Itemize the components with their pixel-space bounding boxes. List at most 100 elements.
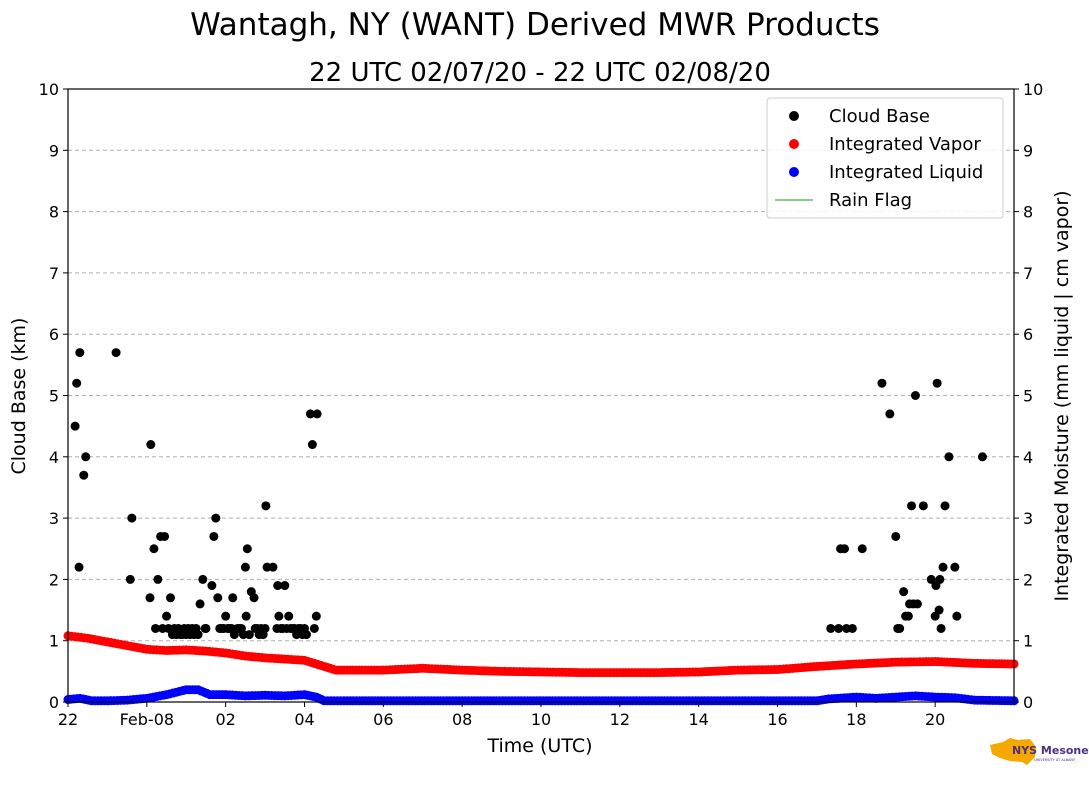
cloud-base-point xyxy=(847,623,857,633)
cloud-base-point xyxy=(936,623,946,633)
cloud-base-point xyxy=(70,421,80,431)
y2-tick-label: 2 xyxy=(1023,570,1033,589)
legend-label-integrated-liquid: Integrated Liquid xyxy=(829,162,983,183)
cloud-base-point xyxy=(926,574,936,584)
cloud-base-point xyxy=(79,470,89,480)
cloud-base-point xyxy=(307,440,317,450)
cloud-base-point xyxy=(162,611,172,621)
legend-label-rain-flag: Rain Flag xyxy=(829,190,912,211)
logo-subtext: UNIVERSITY AT ALBANY xyxy=(1034,758,1076,762)
cloud-base-point xyxy=(201,623,211,633)
y2-tick-label: 8 xyxy=(1023,203,1033,222)
cloud-base-point xyxy=(198,574,208,584)
ny-state-shape-icon xyxy=(990,738,1036,765)
cloud-base-point xyxy=(885,409,895,419)
cloud-base-point xyxy=(938,562,948,572)
cloud-base-point xyxy=(895,623,905,633)
cloud-base-point xyxy=(127,513,137,523)
x-tick-label: 12 xyxy=(610,710,630,729)
y2-axis-label: Integrated Moisture (mm liquid | cm vapo… xyxy=(1051,190,1073,601)
cloud-base-point xyxy=(950,562,960,572)
cloud-base-point xyxy=(146,440,156,450)
cloud-base-point xyxy=(912,599,922,609)
cloud-base-point xyxy=(952,611,962,621)
legend-label-cloud-base: Cloud Base xyxy=(829,106,930,127)
y-tick-label: 3 xyxy=(49,509,59,528)
y-tick-label: 2 xyxy=(49,570,59,589)
y-tick-label: 0 xyxy=(49,693,59,712)
cloud-base-point xyxy=(280,581,290,591)
cloud-base-point xyxy=(301,630,311,640)
x-tick-label: 22 xyxy=(58,710,78,729)
series-integrated-liquid xyxy=(63,685,1019,706)
y2-tick-label: 10 xyxy=(1023,80,1043,99)
cloud-base-point xyxy=(826,623,836,633)
cloud-base-point xyxy=(81,452,91,462)
cloud-base-point xyxy=(241,611,251,621)
legend-box xyxy=(766,97,1004,219)
cloud-base-point xyxy=(857,544,867,554)
cloud-base-point xyxy=(149,544,159,554)
y2-tick-label: 9 xyxy=(1023,141,1033,160)
cloud-base-point xyxy=(918,501,928,511)
cloud-base-point xyxy=(274,611,284,621)
x-tick-label: 16 xyxy=(767,710,787,729)
cloud-base-point xyxy=(305,409,315,419)
cloud-base-point xyxy=(153,574,163,584)
cloud-base-point xyxy=(244,630,254,640)
x-tick-label: 20 xyxy=(925,710,945,729)
cloud-base-point xyxy=(228,593,238,603)
legend-marker-cloud-base xyxy=(789,111,799,121)
cloud-base-point xyxy=(268,562,278,572)
x-tick-label: 14 xyxy=(688,710,708,729)
y-tick-label: 8 xyxy=(49,203,59,222)
y-tick-label: 5 xyxy=(49,387,59,406)
cloud-base-point xyxy=(193,630,203,640)
cloud-base-point xyxy=(877,378,887,388)
y-tick-label: 10 xyxy=(39,80,59,99)
cloud-base-point xyxy=(125,574,135,584)
y2-tick-label: 1 xyxy=(1023,632,1033,651)
y2-tick-label: 4 xyxy=(1023,448,1033,467)
cloud-base-point xyxy=(977,452,987,462)
cloud-base-point xyxy=(309,623,319,633)
cloud-base-point xyxy=(312,409,322,419)
cloud-base-point xyxy=(840,544,850,554)
x-tick-label: 02 xyxy=(215,710,235,729)
chart-subtitle: 22 UTC 02/07/20 - 22 UTC 02/08/20 xyxy=(309,58,771,88)
series-cloud-base xyxy=(70,348,987,640)
cloud-base-point xyxy=(145,593,155,603)
y-axis-label: Cloud Base (km) xyxy=(8,318,30,475)
y-tick-label: 4 xyxy=(49,448,59,467)
cloud-base-point xyxy=(207,581,217,591)
series-integrated-vapor xyxy=(63,631,1019,678)
x-tick-label: 08 xyxy=(452,710,472,729)
cloud-base-point xyxy=(891,531,901,541)
x-tick-label: 18 xyxy=(846,710,866,729)
cloud-base-point xyxy=(273,581,283,591)
cloud-base-point xyxy=(151,623,161,633)
cloud-base-point xyxy=(284,611,294,621)
x-axis-label: Time (UTC) xyxy=(486,735,592,757)
legend-marker-integrated-vapor xyxy=(789,139,799,149)
cloud-base-point xyxy=(932,378,942,388)
logo-text: NYS Mesonet xyxy=(1012,744,1089,757)
cloud-base-point xyxy=(249,593,259,603)
nys-mesonet-logo: NYS Mesonet UNIVERSITY AT ALBANY xyxy=(990,738,1089,765)
y2-tick-label: 6 xyxy=(1023,325,1033,344)
y-tick-label: 1 xyxy=(49,632,59,651)
chart-title: Wantagh, NY (WANT) Derived MWR Products xyxy=(190,7,880,43)
cloud-base-point xyxy=(160,531,170,541)
cloud-base-point xyxy=(242,544,252,554)
legend-marker-integrated-liquid xyxy=(789,167,799,177)
cloud-base-point xyxy=(240,562,250,572)
cloud-base-point xyxy=(72,378,82,388)
cloud-base-point xyxy=(195,599,205,609)
cloud-base-point xyxy=(934,605,944,615)
cloud-base-point xyxy=(899,587,909,597)
legend: Cloud Base Integrated Vapor Integrated Liq… xyxy=(766,97,1004,219)
cloud-base-point xyxy=(311,611,321,621)
x-tick-label: Feb-08 xyxy=(120,710,174,729)
